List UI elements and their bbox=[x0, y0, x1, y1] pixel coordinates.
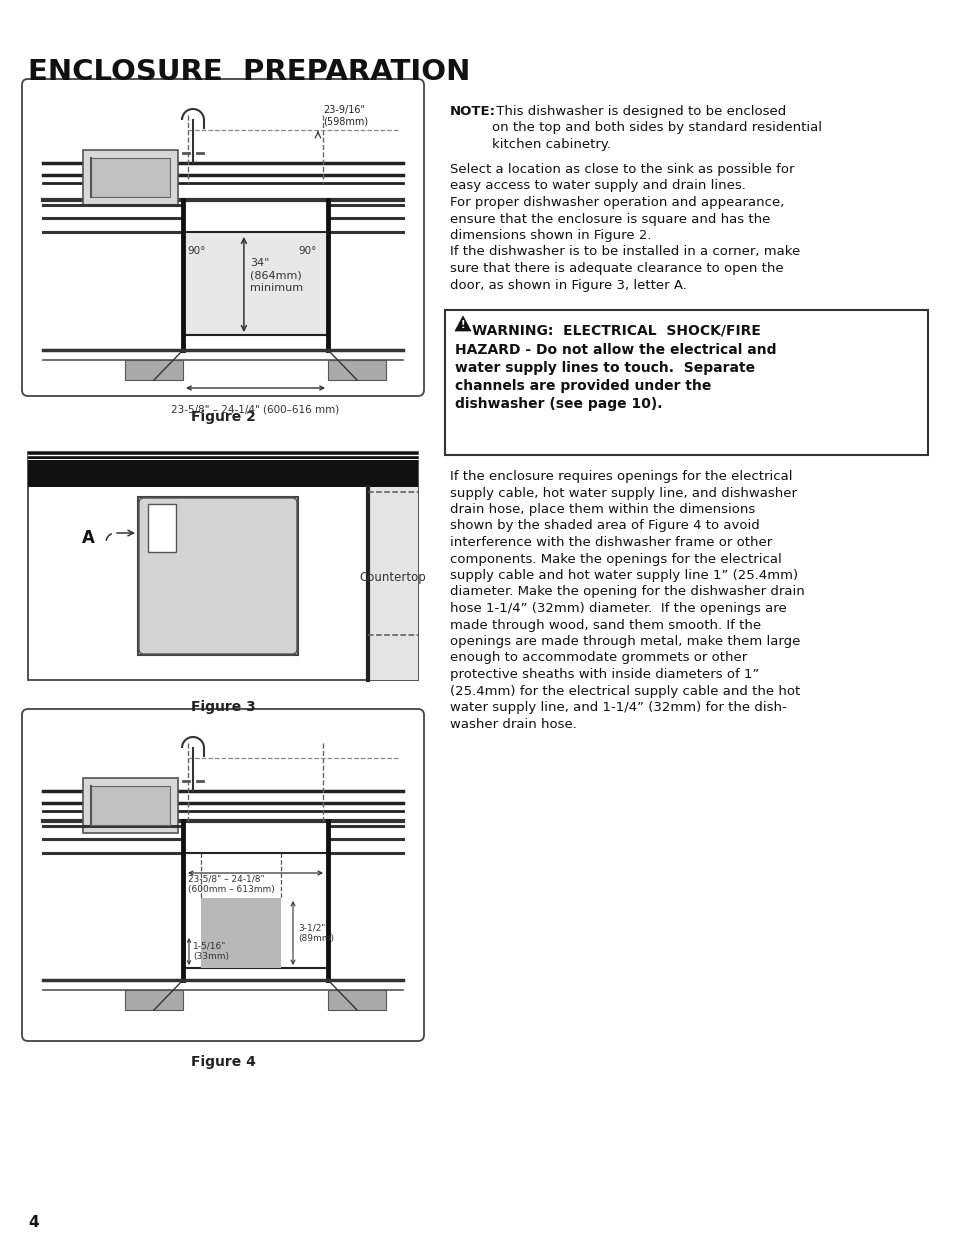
Bar bbox=[368, 487, 417, 680]
FancyBboxPatch shape bbox=[22, 79, 423, 396]
Bar bbox=[91, 785, 170, 825]
Text: 23-9/16"
(598mm): 23-9/16" (598mm) bbox=[323, 105, 368, 127]
Text: Figure 3: Figure 3 bbox=[191, 700, 255, 714]
Text: Figure 4: Figure 4 bbox=[191, 1055, 255, 1070]
Bar bbox=[183, 232, 328, 335]
Text: HAZARD - Do not allow the electrical and
water supply lines to touch.  Separate
: HAZARD - Do not allow the electrical and… bbox=[455, 343, 776, 410]
Bar bbox=[328, 359, 386, 380]
Text: Select a location as close to the sink as possible for
easy access to water supp: Select a location as close to the sink a… bbox=[450, 163, 800, 291]
Polygon shape bbox=[455, 316, 471, 331]
Text: 3-1/2"
(89mm): 3-1/2" (89mm) bbox=[297, 924, 334, 942]
Bar bbox=[368, 487, 417, 680]
Bar bbox=[28, 452, 417, 680]
Text: If the enclosure requires openings for the electrical
supply cable, hot water su: If the enclosure requires openings for t… bbox=[450, 471, 804, 730]
Text: 34"
(864mm)
minimum: 34" (864mm) minimum bbox=[250, 258, 303, 293]
Bar bbox=[138, 496, 297, 655]
Text: 90°: 90° bbox=[187, 246, 205, 256]
Text: ENCLOSURE  PREPARATION: ENCLOSURE PREPARATION bbox=[28, 58, 470, 86]
Text: 1-5/16"
(33mm): 1-5/16" (33mm) bbox=[193, 942, 229, 961]
Bar bbox=[328, 990, 386, 1010]
Bar bbox=[83, 778, 178, 832]
Bar bbox=[28, 452, 417, 487]
Bar bbox=[125, 359, 183, 380]
FancyBboxPatch shape bbox=[22, 709, 423, 1041]
Text: 23-5/8" – 24-1/8"
(600mm – 613mm): 23-5/8" – 24-1/8" (600mm – 613mm) bbox=[188, 876, 274, 894]
Bar bbox=[91, 158, 170, 198]
Text: WARNING:  ELECTRICAL  SHOCK/FIRE: WARNING: ELECTRICAL SHOCK/FIRE bbox=[472, 324, 760, 338]
Text: A: A bbox=[81, 529, 94, 547]
Bar bbox=[83, 149, 178, 205]
Text: 23-5/8" – 24-1/4" (600–616 mm): 23-5/8" – 24-1/4" (600–616 mm) bbox=[172, 404, 339, 414]
Text: 90°: 90° bbox=[297, 246, 316, 256]
Bar bbox=[125, 990, 183, 1010]
Text: !: ! bbox=[460, 320, 465, 330]
FancyBboxPatch shape bbox=[139, 498, 296, 655]
Bar bbox=[444, 310, 927, 454]
Text: NOTE:: NOTE: bbox=[450, 105, 496, 119]
Text: 4: 4 bbox=[28, 1215, 38, 1230]
Text: Figure 2: Figure 2 bbox=[191, 410, 255, 424]
Bar bbox=[183, 853, 328, 968]
Text: Countertop: Countertop bbox=[359, 571, 426, 583]
Text: This dishwasher is designed to be enclosed
on the top and both sides by standard: This dishwasher is designed to be enclos… bbox=[492, 105, 821, 151]
Bar bbox=[201, 898, 281, 968]
Bar bbox=[148, 504, 175, 552]
